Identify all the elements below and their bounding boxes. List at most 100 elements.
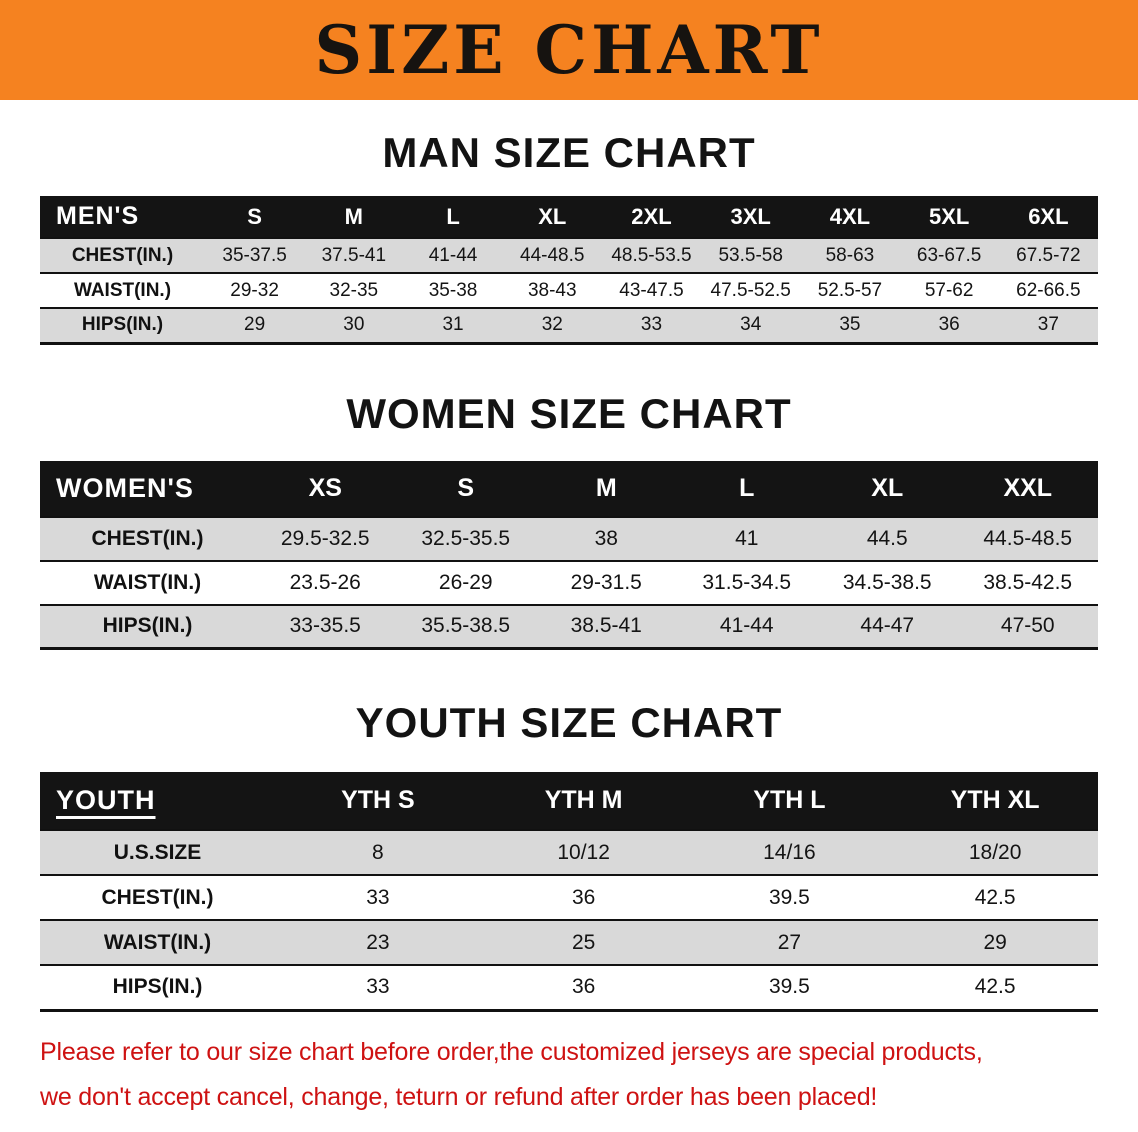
size-value-cell: 36 bbox=[571, 975, 596, 999]
size-value-cell: 42.5 bbox=[974, 975, 1016, 999]
table-row: CHEST(IN.) 29.5-32.5 32.5-35.5 38 41 44.5 44.5… bbox=[40, 516, 1098, 561]
size-column-header: YTH S bbox=[275, 772, 481, 830]
size-column-header: XS bbox=[255, 460, 396, 517]
size-value-cell: 47-50 bbox=[1000, 614, 1055, 638]
size-value-cell: 57-62 bbox=[924, 279, 974, 301]
women-heading: WOMEN SIZE CHART bbox=[346, 389, 792, 437]
size-value-cell: 35 bbox=[839, 314, 861, 336]
size-value-cell: 35-37.5 bbox=[222, 244, 287, 266]
size-value-cell: 53.5-58 bbox=[718, 244, 783, 266]
table-body: CHEST(IN.) 35-37.5 37.5-41 41-44 44-48.5 48.5… bbox=[40, 238, 1098, 343]
measurement-row-label: WAIST(IN.) bbox=[93, 570, 202, 594]
size-value-cell: 10/12 bbox=[557, 840, 610, 864]
size-value-cell: 58-63 bbox=[825, 244, 875, 266]
youth-heading: YOUTH SIZE CHART bbox=[355, 699, 783, 746]
men-heading: MAN SIZE CHART bbox=[382, 129, 756, 176]
banner-title: SIZE CHART bbox=[314, 11, 824, 89]
size-value-cell: 23.5-26 bbox=[289, 570, 361, 594]
size-value-cell: 34.5-38.5 bbox=[842, 570, 932, 594]
size-value-cell: 27 bbox=[777, 930, 802, 954]
table-header-row: WOMEN'S XS S M L XL XXL bbox=[40, 460, 1098, 517]
size-value-cell: 31.5-34.5 bbox=[702, 570, 792, 594]
table-row: U.S.SIZE 8 10/12 14/16 18/20 bbox=[40, 830, 1098, 875]
measurement-row-label: HIPS(IN.) bbox=[102, 614, 193, 638]
size-column-header: YTH XL bbox=[892, 772, 1098, 830]
measurement-row-label: HIPS(IN.) bbox=[112, 975, 203, 999]
youth-section: YOUTH SIZE CHART YOUTH YTH S YTH M YTH L YTH… bbox=[0, 702, 1138, 1012]
table-head: MEN'S S M L XL 2XL 3XL 4XL 5XL 6XL bbox=[40, 196, 1098, 238]
size-value-cell: 37 bbox=[1037, 314, 1059, 336]
size-value-cell: 29-31.5 bbox=[570, 570, 642, 594]
size-value-cell: 36 bbox=[938, 314, 960, 336]
youth-size-table: YOUTH YTH S YTH M YTH L YTH XL U.S.SIZE 8 10/12… bbox=[40, 772, 1098, 1012]
measurement-row-label: CHEST(IN.) bbox=[71, 244, 174, 266]
table-row: HIPS(IN.) 33 36 39.5 42.5 bbox=[40, 965, 1098, 1010]
size-value-cell: 33 bbox=[366, 885, 390, 909]
disclaimer: Please refer to our size chart before or… bbox=[40, 1036, 1138, 1116]
size-value-cell: 32.5-35.5 bbox=[421, 526, 511, 550]
size-column-header: S bbox=[205, 196, 305, 238]
size-column-header: M bbox=[304, 196, 404, 238]
table-body: U.S.SIZE 8 10/12 14/16 18/20 CHEST(IN.) 33 36 39… bbox=[40, 830, 1098, 1010]
size-value-cell: 41-44 bbox=[428, 244, 478, 266]
size-value-cell: 44.5 bbox=[866, 526, 908, 550]
measurement-row-label: WAIST(IN.) bbox=[73, 279, 172, 301]
size-column-header: 3XL bbox=[701, 196, 801, 238]
size-column-header: YTH L bbox=[686, 772, 893, 830]
disclaimer-line-2: we don't accept cancel, change, teturn o… bbox=[40, 1083, 878, 1112]
measurement-row-label: CHEST(IN.) bbox=[91, 526, 204, 550]
size-value-cell: 38.5-42.5 bbox=[983, 570, 1073, 594]
size-value-cell: 38-43 bbox=[527, 279, 577, 301]
women-section: WOMEN SIZE CHART WOMEN'S XS S M L XL XXL CHEST(… bbox=[0, 389, 1138, 650]
size-value-cell: 39.5 bbox=[768, 885, 810, 909]
size-value-cell: 37.5-41 bbox=[321, 244, 387, 266]
size-value-cell: 23 bbox=[366, 930, 390, 954]
women-size-table: WOMEN'S XS S M L XL XXL CHEST(IN.) 29.5-32.5 32.5… bbox=[40, 460, 1098, 650]
size-column-header: M bbox=[536, 460, 677, 517]
size-value-cell: 34 bbox=[740, 314, 762, 336]
table-corner-label: WOMEN'S bbox=[40, 460, 255, 517]
size-value-cell: 29 bbox=[983, 930, 1007, 954]
table-body: CHEST(IN.) 29.5-32.5 32.5-35.5 38 41 44.5 44.5… bbox=[40, 516, 1098, 649]
size-value-cell: 29 bbox=[244, 314, 266, 336]
men-section: MAN SIZE CHART MEN'S S M L XL 2XL 3XL 4XL 5XL 6XL… bbox=[0, 132, 1138, 345]
measurement-row-label: CHEST(IN.) bbox=[101, 885, 214, 909]
size-column-header: XXL bbox=[957, 460, 1098, 517]
size-value-cell: 42.5 bbox=[974, 885, 1016, 909]
table-row: HIPS(IN.) 33-35.5 35.5-38.5 38.5-41 41-44 44-… bbox=[40, 604, 1098, 649]
size-column-header: 4XL bbox=[800, 196, 900, 238]
measurement-row-label: U.S.SIZE bbox=[113, 840, 202, 864]
size-value-cell: 44-47 bbox=[860, 614, 915, 638]
size-column-header: 2XL bbox=[601, 196, 702, 238]
table-head: YOUTH YTH S YTH M YTH L YTH XL bbox=[40, 772, 1098, 830]
size-value-cell: 30 bbox=[343, 314, 365, 336]
table-row: WAIST(IN.) 29-32 32-35 35-38 38-43 43-47.5 47.… bbox=[40, 273, 1098, 308]
size-value-cell: 39.5 bbox=[768, 975, 810, 999]
size-value-cell: 63-67.5 bbox=[916, 244, 982, 266]
size-value-cell: 33 bbox=[640, 314, 663, 336]
size-value-cell: 14/16 bbox=[763, 840, 816, 864]
size-value-cell: 38.5-41 bbox=[570, 614, 642, 638]
size-column-header: L bbox=[403, 196, 503, 238]
table-head: WOMEN'S XS S M L XL XXL bbox=[40, 460, 1098, 517]
size-value-cell: 62-66.5 bbox=[1016, 279, 1081, 301]
table-row: WAIST(IN.) 23 25 27 29 bbox=[40, 920, 1098, 965]
table-row: HIPS(IN.) 29 30 31 32 33 34 35 36 37 bbox=[40, 308, 1098, 343]
size-column-header: 5XL bbox=[899, 196, 999, 238]
size-value-cell: 33 bbox=[366, 975, 390, 999]
size-value-cell: 48.5-53.5 bbox=[611, 244, 692, 266]
size-value-cell: 29-32 bbox=[230, 279, 279, 301]
size-value-cell: 41 bbox=[735, 526, 759, 550]
table-header-row: MEN'S S M L XL 2XL 3XL 4XL 5XL 6XL bbox=[40, 196, 1098, 238]
size-value-cell: 32-35 bbox=[329, 279, 379, 301]
table-corner-label: MEN'S bbox=[40, 196, 205, 238]
size-value-cell: 67.5-72 bbox=[1016, 244, 1081, 266]
size-value-cell: 8 bbox=[372, 840, 384, 864]
measurement-row-label: WAIST(IN.) bbox=[103, 930, 212, 954]
size-value-cell: 44.5-48.5 bbox=[983, 526, 1073, 550]
size-value-cell: 33-35.5 bbox=[289, 614, 361, 638]
size-value-cell: 18/20 bbox=[968, 840, 1022, 864]
table-header-row: YOUTH YTH S YTH M YTH L YTH XL bbox=[40, 772, 1098, 830]
size-column-header: L bbox=[676, 460, 817, 517]
table-row: WAIST(IN.) 23.5-26 26-29 29-31.5 31.5-34.5 34… bbox=[40, 561, 1098, 605]
